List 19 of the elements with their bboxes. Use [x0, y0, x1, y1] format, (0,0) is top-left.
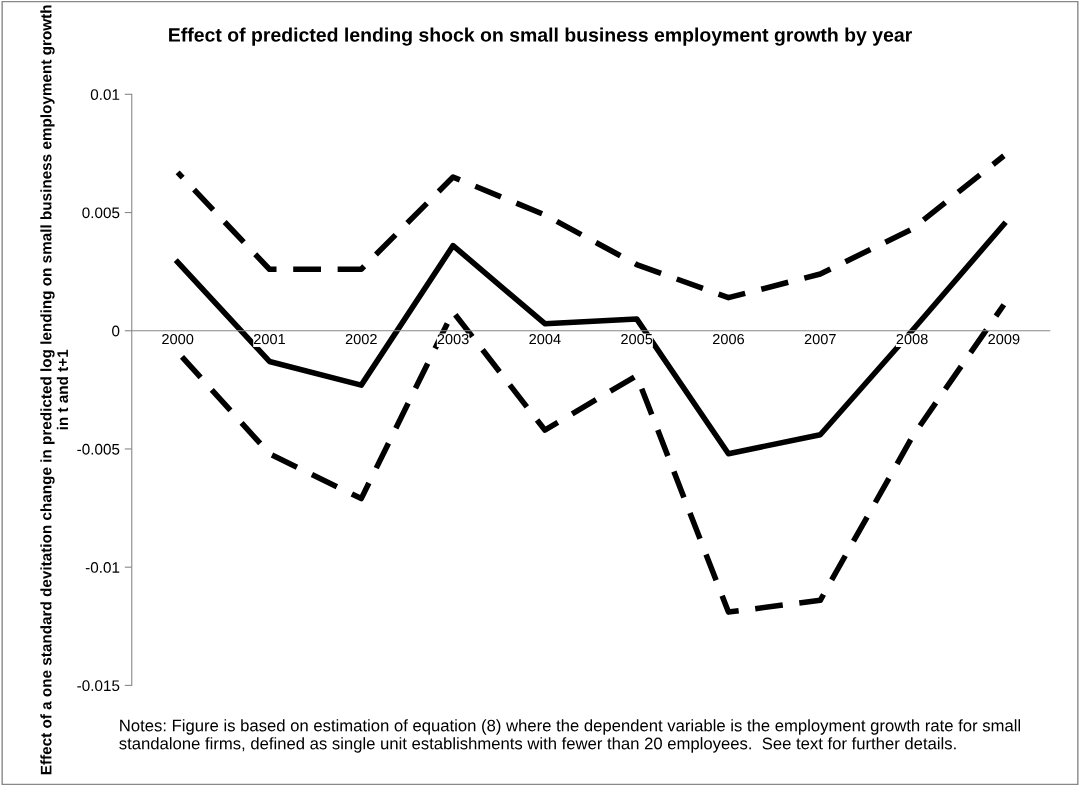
x-tick-label: 2006 [712, 333, 745, 345]
x-tick-label: 2009 [988, 333, 1020, 345]
y-tick-label: -0.015 [77, 680, 120, 692]
y-tick-label: 0 [112, 325, 120, 337]
x-tick-label: 2002 [345, 333, 377, 345]
x-tick-label: 2007 [804, 333, 836, 345]
chart-title: Effect of predicted lending shock on small business employment growth by year [169, 27, 912, 46]
x-tick-label: 2000 [162, 333, 194, 345]
y-tick-label: 0.01 [90, 89, 120, 101]
x-tick-label: 2004 [529, 333, 561, 345]
y-tick-label: -0.005 [77, 443, 120, 455]
x-tick-label: 2005 [621, 333, 653, 345]
x-tick-label: 2003 [437, 333, 469, 345]
y-tick-label: 0.005 [82, 207, 120, 219]
y-axis-title: Effect of a one standard devitation change in predicted log lending on small business employment growth in t and t+1 [40, 5, 69, 775]
text: Notes: Figure is based on estimation of equation (8) where the dependent variable is the employment growth rate for small standalone firms, defined as single unit establishments with fewer than 20 employees. See text for further details. [119, 719, 1021, 753]
x-tick-label: 2001 [253, 333, 285, 345]
y-tick-label: -0.01 [85, 562, 120, 573]
x-tick-label: 2008 [896, 333, 928, 345]
